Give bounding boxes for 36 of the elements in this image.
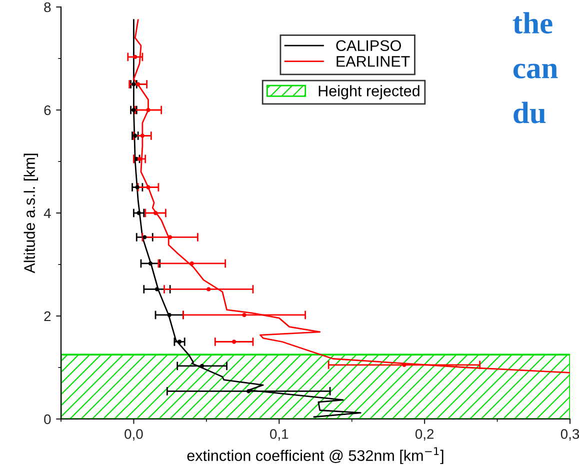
- point: [153, 210, 158, 216]
- point: [154, 287, 160, 292]
- point: [133, 54, 138, 60]
- x-tick-label: 0,3: [560, 429, 579, 441]
- point: [167, 312, 172, 318]
- annotation: the: [512, 12, 552, 34]
- point: [148, 261, 153, 266]
- point: [142, 235, 147, 240]
- x-tick-label: 0,2: [415, 429, 434, 441]
- y-axis-title: Altitude a.s.l. [km]: [24, 154, 38, 274]
- point: [246, 389, 251, 394]
- point: [177, 340, 182, 344]
- point: [136, 210, 141, 216]
- point: [190, 261, 194, 266]
- point: [402, 362, 406, 368]
- point: [146, 108, 150, 112]
- point: [232, 340, 236, 344]
- point: [140, 134, 145, 138]
- annotation: can: [513, 64, 558, 78]
- legend-label: CALIPSO: [336, 40, 401, 52]
- y-tick-label: 4: [44, 208, 51, 218]
- point: [136, 82, 140, 86]
- x-tick-label: 0,1: [270, 429, 288, 441]
- y-tick-label: 6: [44, 105, 51, 116]
- point: [146, 185, 150, 190]
- annotation: du: [514, 102, 546, 124]
- x-axis-title: extinction coefficient @ 532nm [km$^{−1}$]: [187, 447, 444, 464]
- point: [200, 364, 204, 368]
- legend-label: Height rejected: [318, 85, 420, 100]
- x-tick-label: 0,0: [124, 429, 143, 441]
- y-tick-label: 2: [44, 311, 51, 322]
- legend-label: EARLINET: [336, 56, 410, 67]
- y-tick-label: 0: [44, 414, 51, 424]
- point: [242, 312, 246, 318]
- y-tick-label: 8: [44, 2, 51, 12]
- point: [206, 287, 211, 292]
